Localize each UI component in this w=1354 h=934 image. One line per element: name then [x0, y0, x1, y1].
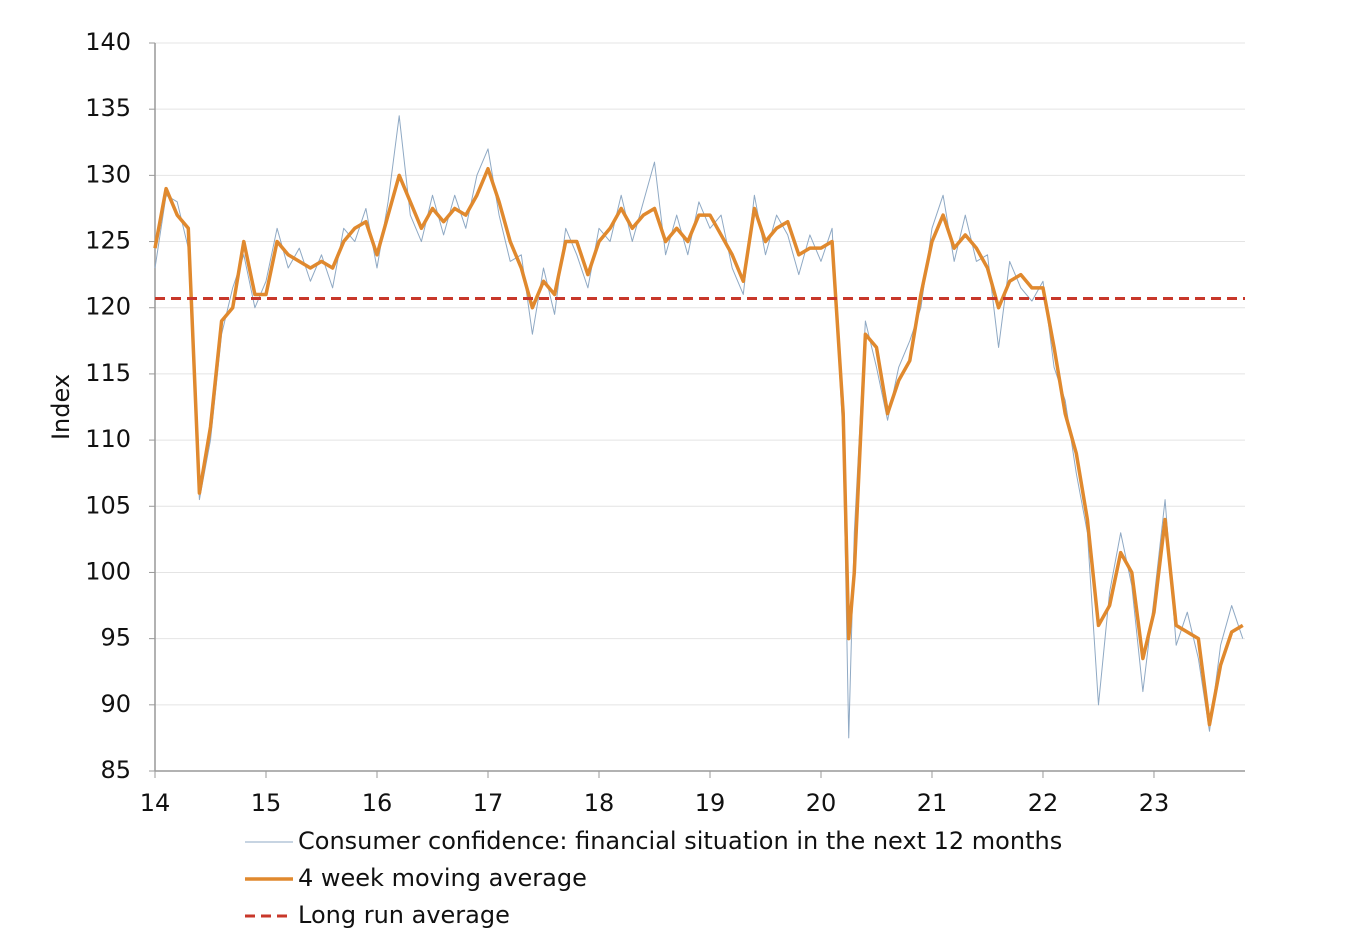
- y-tick-label: 85: [100, 756, 131, 784]
- data-line: [153, 166, 1244, 727]
- y-tick-label: 125: [85, 227, 131, 255]
- x-tick-label: 17: [473, 789, 504, 817]
- legend-label: 4 week moving average: [298, 864, 587, 892]
- y-tick-label: 130: [85, 160, 131, 188]
- y-tick-label: 105: [85, 491, 131, 519]
- data-line: [154, 115, 1244, 739]
- x-tick-label: 22: [1028, 789, 1059, 817]
- x-tick-label: 21: [917, 789, 948, 817]
- legend-label: Long run average: [298, 901, 510, 929]
- y-tick-label: 120: [85, 293, 131, 321]
- y-tick-label: 110: [85, 425, 131, 453]
- x-tick-label: 23: [1139, 789, 1170, 817]
- x-tick-label: 14: [140, 789, 171, 817]
- y-tick-label: 90: [100, 690, 131, 718]
- y-tick-label: 140: [85, 28, 131, 56]
- y-tick-label: 115: [85, 359, 131, 387]
- y-axis-label: Index: [47, 374, 75, 440]
- x-tick-label: 15: [251, 789, 282, 817]
- x-tick-label: 19: [695, 789, 726, 817]
- y-tick-label: 100: [85, 557, 131, 585]
- x-tick-label: 16: [362, 789, 393, 817]
- y-tick-label: 135: [85, 94, 131, 122]
- legend-label: Consumer confidence: financial situation…: [298, 827, 1062, 855]
- x-tick-label: 20: [806, 789, 837, 817]
- x-tick-label: 18: [584, 789, 615, 817]
- y-tick-label: 95: [100, 624, 131, 652]
